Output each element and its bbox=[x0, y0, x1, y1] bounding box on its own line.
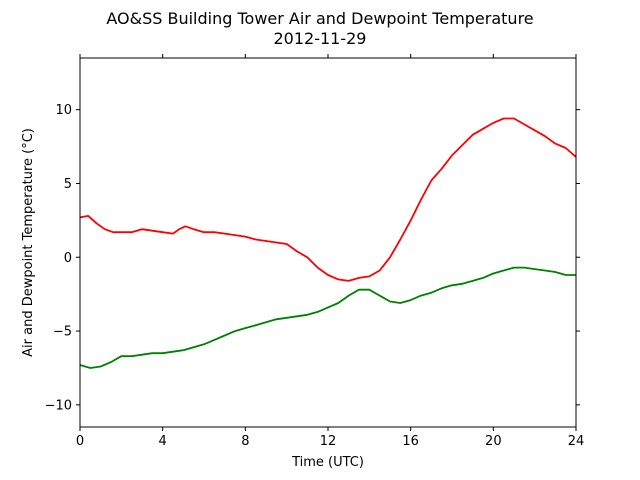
x-tick-label: 0 bbox=[76, 434, 84, 449]
x-tick-label: 24 bbox=[568, 434, 585, 449]
x-tick-label: 16 bbox=[402, 434, 419, 449]
ticks: 0 4 8 12 16 20 24 −10 −5 0 5 10 bbox=[45, 54, 585, 449]
plot-frame bbox=[79, 57, 577, 428]
plot-lines bbox=[79, 117, 577, 369]
y-axis-label: Air and Dewpoint Temperature (°C) bbox=[21, 128, 36, 357]
y-tick-label: 10 bbox=[55, 103, 72, 118]
chart-title: AO&SS Building Tower Air and Dewpoint Te… bbox=[106, 9, 533, 28]
y-tick-label: 5 bbox=[64, 177, 72, 192]
x-axis-label: Time (UTC) bbox=[291, 455, 364, 470]
x-tick-label: 4 bbox=[159, 434, 167, 449]
chart-subtitle: 2012-11-29 bbox=[274, 29, 367, 48]
x-tick-label: 20 bbox=[485, 434, 502, 449]
y-tick-label: −10 bbox=[45, 398, 72, 413]
x-tick-label: 8 bbox=[241, 434, 249, 449]
x-tick-label: 12 bbox=[320, 434, 337, 449]
y-tick-label: 0 bbox=[64, 251, 72, 266]
y-tick-label: −5 bbox=[53, 325, 72, 340]
series-line-0 bbox=[79, 117, 577, 282]
series-line-1 bbox=[79, 266, 576, 369]
